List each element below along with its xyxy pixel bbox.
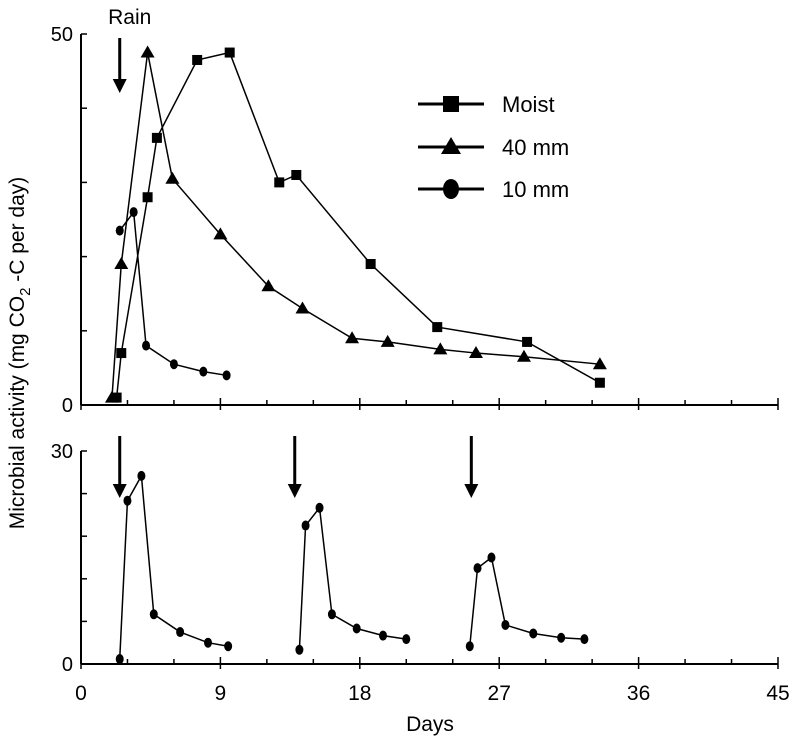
data-point bbox=[594, 377, 605, 388]
data-point bbox=[116, 348, 127, 359]
data-point bbox=[529, 628, 538, 639]
chart-labels: Days Microbial activity (mg CO2 -C per da… bbox=[6, 177, 454, 736]
legend: Moist 40 mm 10 mm bbox=[418, 92, 569, 202]
data-point bbox=[516, 349, 531, 362]
data-point bbox=[192, 54, 203, 65]
data-point bbox=[115, 654, 124, 665]
y-tick-label: 50 bbox=[51, 24, 73, 46]
data-point bbox=[104, 390, 119, 403]
data-point bbox=[169, 359, 178, 370]
x-tick-label: 27 bbox=[488, 682, 511, 705]
data-point bbox=[580, 634, 589, 645]
series-10-mm bbox=[115, 207, 231, 381]
x-tick-label: 36 bbox=[627, 682, 650, 705]
data-point bbox=[114, 257, 129, 270]
data-point bbox=[487, 552, 496, 563]
data-point bbox=[295, 644, 304, 655]
rain-arrow bbox=[112, 38, 127, 93]
data-point bbox=[115, 225, 124, 236]
series-moist bbox=[111, 47, 605, 403]
legend-label: 10 mm bbox=[502, 177, 569, 202]
data-point bbox=[432, 322, 443, 333]
x-tick-label: 18 bbox=[348, 682, 371, 705]
data-point bbox=[379, 630, 388, 641]
data-point bbox=[199, 366, 208, 377]
data-point bbox=[142, 340, 151, 351]
legend-item: 10 mm bbox=[418, 177, 569, 202]
data-point bbox=[149, 609, 158, 620]
legend-item: 40 mm bbox=[418, 135, 569, 160]
legend-triangle-marker bbox=[441, 137, 461, 154]
y-tick-label: 0 bbox=[62, 654, 73, 676]
data-point bbox=[291, 169, 302, 180]
data-point bbox=[151, 132, 162, 143]
data-point bbox=[140, 45, 155, 58]
rain-arrow bbox=[112, 436, 127, 498]
x-tick-label: 0 bbox=[75, 682, 87, 705]
data-point bbox=[176, 627, 185, 638]
data-point bbox=[352, 623, 361, 634]
y-tick-label: 0 bbox=[62, 395, 73, 417]
data-point bbox=[111, 392, 122, 403]
legend-label: Moist bbox=[502, 92, 555, 117]
data-point bbox=[433, 342, 448, 355]
data-point bbox=[557, 632, 566, 643]
data-point bbox=[592, 357, 607, 370]
data-point bbox=[142, 192, 153, 203]
data-point bbox=[473, 563, 482, 574]
data-point bbox=[327, 609, 336, 620]
data-point bbox=[274, 177, 285, 188]
legend-circle-marker bbox=[443, 179, 459, 199]
series-10-mm bbox=[115, 470, 589, 665]
series-line bbox=[115, 51, 601, 398]
data-point bbox=[402, 634, 411, 645]
data-point bbox=[165, 171, 180, 184]
x-axis-label: Days bbox=[406, 713, 454, 736]
series-line bbox=[118, 473, 229, 660]
data-point bbox=[129, 207, 138, 218]
data-point bbox=[345, 331, 360, 344]
series-40-mm bbox=[104, 45, 607, 403]
data-point bbox=[137, 470, 146, 481]
x-tick-label: 9 bbox=[215, 682, 227, 705]
bottom-panel: 0 30 0 9 18 27 36 45 bbox=[51, 436, 790, 705]
series-line bbox=[469, 556, 585, 647]
data-point bbox=[315, 502, 324, 513]
data-point bbox=[501, 619, 510, 630]
rain-arrow bbox=[464, 436, 479, 498]
rain-label: Rain bbox=[108, 6, 151, 29]
rain-arrow bbox=[287, 436, 302, 498]
data-point bbox=[380, 334, 395, 347]
data-point bbox=[522, 336, 533, 347]
data-point bbox=[222, 370, 231, 381]
data-point bbox=[123, 495, 132, 506]
y-axis-label: Microbial activity (mg CO2 -C per day) bbox=[6, 177, 34, 530]
legend-item: Moist bbox=[418, 92, 555, 117]
data-point bbox=[224, 641, 233, 652]
data-point bbox=[204, 637, 213, 648]
legend-label: 40 mm bbox=[502, 135, 569, 160]
data-point bbox=[224, 47, 235, 58]
legend-square-marker bbox=[443, 96, 459, 112]
data-point bbox=[213, 227, 228, 240]
series-line bbox=[119, 210, 227, 377]
x-tick-label: 45 bbox=[766, 682, 789, 705]
top-panel: 0 50 Rain Moist 40 mm 10 mm bbox=[51, 6, 779, 417]
data-point bbox=[468, 346, 483, 359]
data-point bbox=[261, 279, 276, 292]
data-point bbox=[365, 259, 376, 270]
data-point bbox=[295, 301, 310, 314]
y-tick-label: 30 bbox=[51, 441, 73, 463]
data-point bbox=[301, 520, 310, 531]
data-point bbox=[465, 641, 474, 652]
